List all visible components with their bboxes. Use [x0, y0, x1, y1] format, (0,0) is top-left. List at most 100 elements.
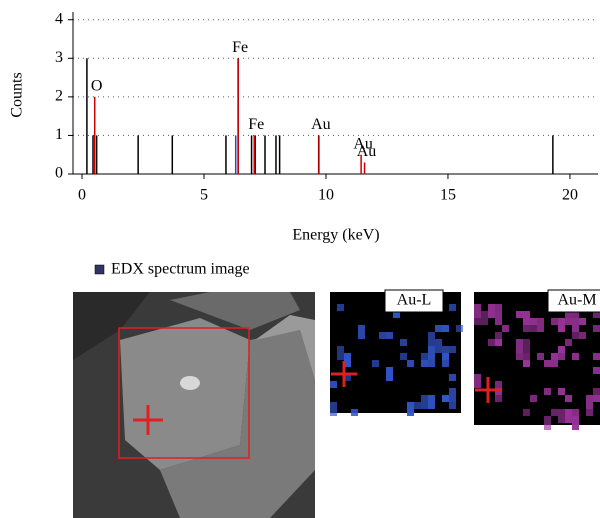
- sem-image: [73, 292, 315, 518]
- peak-label: Au: [357, 143, 377, 160]
- map-pixel: [586, 409, 593, 416]
- map-pixel: [565, 395, 572, 402]
- map-pixel: [544, 360, 551, 367]
- map-label-box: [547, 289, 600, 313]
- map-pixel: [488, 339, 495, 346]
- map-pixel: [449, 346, 456, 353]
- map-pixel: [400, 339, 407, 346]
- map-pixel: [351, 409, 358, 416]
- map-pixel: [344, 374, 351, 381]
- map-pixel: [523, 360, 530, 367]
- map-pixel: [572, 353, 579, 360]
- map-pixel: [593, 353, 600, 360]
- crosshair: [475, 377, 501, 403]
- map-pixel: [337, 346, 344, 360]
- map-pixel: [495, 311, 502, 325]
- map-pixel: [495, 332, 502, 339]
- map-pixel: [558, 318, 565, 332]
- map-pixel: [428, 360, 435, 367]
- legend-label: EDX spectrum image: [111, 261, 250, 278]
- map-pixel: [565, 409, 572, 416]
- map-pixel: [358, 325, 365, 339]
- map-pixel: [558, 346, 565, 353]
- map-pixel: [481, 311, 488, 325]
- map-pixel: [330, 381, 337, 388]
- peak-label: O: [91, 78, 103, 95]
- map-pixel: [572, 318, 579, 332]
- map-pixel: [330, 402, 337, 416]
- map-pixel: [428, 346, 435, 360]
- map-pixel: [551, 318, 558, 325]
- map-pixel: [449, 374, 456, 381]
- map-pixel: [530, 395, 537, 402]
- map-pixel: [565, 416, 572, 423]
- peak-label: Au: [311, 116, 331, 133]
- legend-swatch: [94, 264, 105, 275]
- map-pixel: [344, 353, 351, 367]
- map-pixel: [449, 402, 456, 409]
- peak-label: Fe: [248, 116, 264, 133]
- map-pixel: [456, 325, 463, 332]
- y-tick-label: 2: [55, 88, 63, 105]
- map-pixel: [579, 332, 586, 339]
- map-pixel: [495, 304, 502, 311]
- map-pixel: [516, 339, 523, 353]
- y-tick-label: 3: [55, 49, 63, 66]
- map-pixel: [537, 318, 544, 332]
- map-label-box: [384, 289, 444, 313]
- map-pixel: [449, 388, 456, 402]
- map-pixel: [565, 318, 572, 325]
- map-pixel: [428, 395, 435, 409]
- y-tick-label: 0: [55, 165, 63, 182]
- map-pixel: [442, 360, 449, 367]
- map-pixel: [523, 339, 530, 353]
- map-pixel: [558, 388, 565, 395]
- map-pixel: [593, 367, 600, 374]
- y-tick-label: 4: [55, 10, 63, 27]
- x-tick-label: 10: [318, 187, 334, 204]
- map-pixel: [530, 318, 537, 332]
- map-pixel: [537, 353, 544, 360]
- crosshair: [331, 361, 357, 387]
- map-pixel: [593, 325, 600, 332]
- map-pixel: [565, 339, 572, 346]
- map-pixel: [495, 381, 502, 395]
- map-pixel: [407, 360, 414, 367]
- map-pixel: [442, 395, 449, 402]
- map-pixel: [523, 409, 530, 416]
- map-pixel: [551, 353, 558, 360]
- map-pixel: [551, 409, 558, 416]
- map-pixel: [516, 353, 523, 360]
- map-pixel: [586, 402, 593, 409]
- map-pixel: [442, 325, 449, 332]
- map-pixel: [502, 325, 509, 332]
- map-pixel: [435, 339, 442, 353]
- y-tick-label: 1: [55, 126, 63, 143]
- map-pixel: [421, 360, 428, 367]
- map-pixel: [421, 353, 428, 360]
- peak-label: Fe: [232, 39, 248, 56]
- map-pixel: [400, 353, 407, 360]
- map-pixel: [572, 409, 579, 416]
- x-tick-label: 15: [440, 187, 456, 204]
- map-pixel: [386, 367, 393, 381]
- map-pixel: [572, 416, 579, 430]
- map-pixel: [474, 374, 481, 388]
- map-pixel: [435, 325, 442, 332]
- map-pixel: [442, 346, 449, 360]
- map-pixel: [407, 402, 414, 416]
- map-label: Au-L: [397, 292, 432, 309]
- map-pixel: [523, 311, 530, 325]
- y-axis-label: Counts: [9, 72, 26, 117]
- map-pixel: [372, 360, 379, 367]
- map-pixel: [414, 402, 421, 409]
- map-pixel: [495, 339, 502, 346]
- peak-label: Au: [353, 135, 373, 152]
- map-pixel: [572, 311, 579, 318]
- map-pixel: [544, 416, 551, 430]
- map-pixel: [586, 395, 593, 402]
- map-pixel: [523, 325, 530, 332]
- map-pixel: [337, 304, 344, 311]
- map-pixel: [474, 304, 481, 318]
- elemental-map: Au-M: [474, 289, 600, 430]
